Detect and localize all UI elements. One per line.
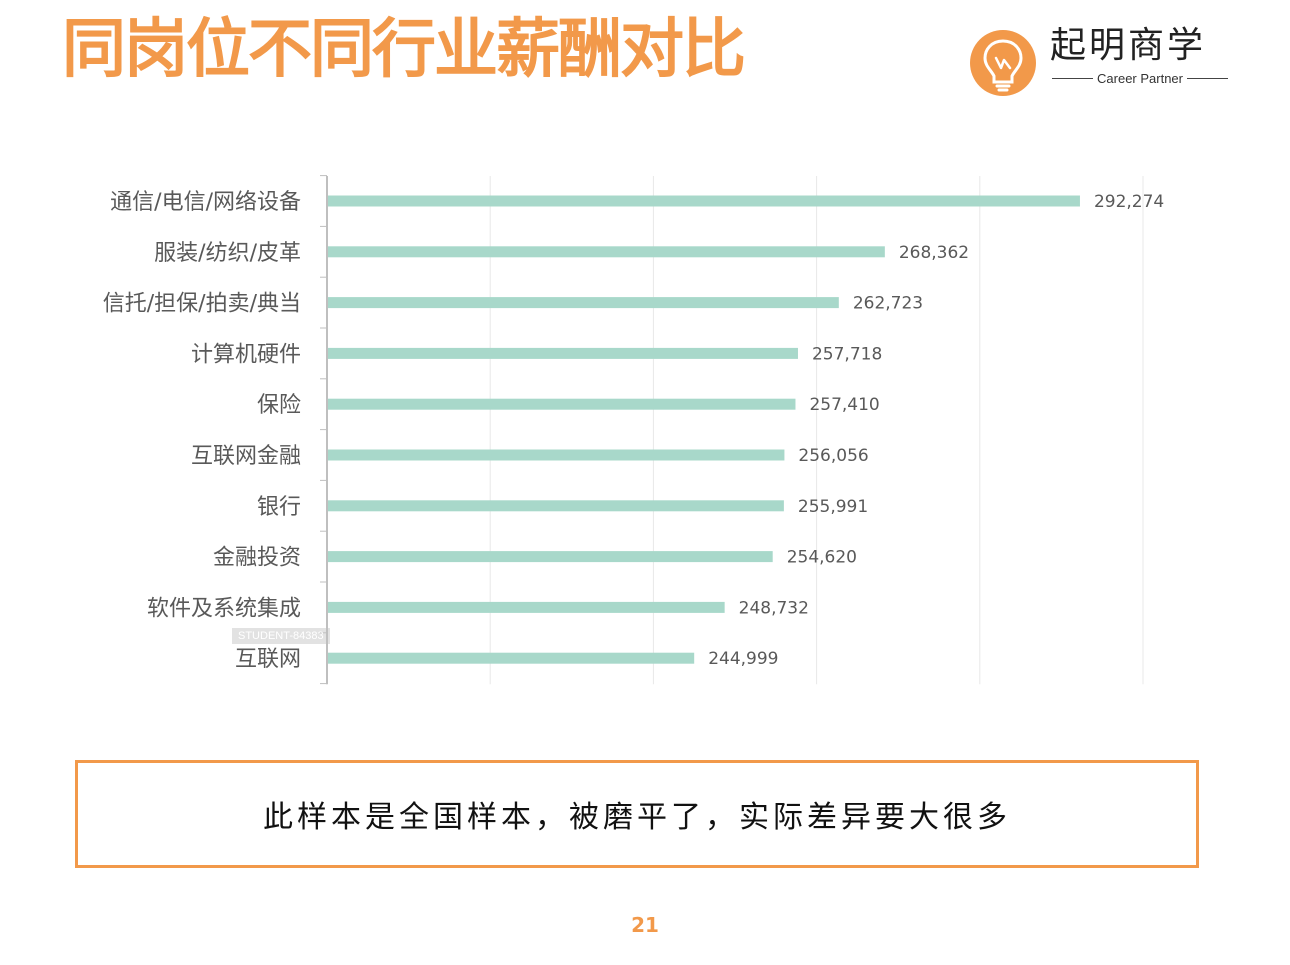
category-label: 信托/担保/拍卖/典当 bbox=[103, 292, 301, 317]
category-label: 金融投资 bbox=[213, 546, 301, 571]
value-label: 262,723 bbox=[853, 294, 923, 314]
value-label: 257,718 bbox=[812, 344, 882, 364]
bar bbox=[328, 195, 1080, 207]
bar bbox=[328, 398, 796, 410]
bar bbox=[328, 500, 784, 512]
lightbulb-logo-icon bbox=[970, 30, 1036, 96]
y-axis bbox=[320, 175, 328, 685]
category-label: 通信/电信/网络设备 bbox=[110, 190, 301, 215]
category-label: 软件及系统集成 bbox=[147, 596, 301, 621]
brand: 起明商学 Career Partner bbox=[968, 22, 1238, 98]
category-label: 计算机硬件 bbox=[191, 342, 301, 367]
brand-name: 起明商学 bbox=[1050, 25, 1207, 66]
brand-rule-right bbox=[1187, 77, 1229, 79]
value-labels: 292,274 268,362 262,723 257,718 257,410 256,0… bbox=[708, 192, 1164, 669]
bar bbox=[328, 246, 885, 258]
salary-bar-chart: 通信/电信/网络设备服装/纺织/皮革信托/担保/拍卖/典当计算机硬件保险互联网金… bbox=[103, 175, 1164, 685]
category-labels: 通信/电信/网络设备服装/纺织/皮革信托/担保/拍卖/典当计算机硬件保险互联网金… bbox=[103, 190, 301, 672]
category-label: 互联网 bbox=[235, 647, 301, 672]
category-label: 银行 bbox=[257, 495, 301, 520]
bar bbox=[328, 297, 839, 309]
value-label: 255,991 bbox=[798, 497, 868, 517]
slide-title: 同岗位不同行业薪酬对比 bbox=[62, 13, 746, 87]
grid-lines bbox=[489, 176, 1144, 685]
category-label: 服装/纺织/皮革 bbox=[154, 241, 301, 266]
value-label: 292,274 bbox=[1094, 192, 1164, 212]
value-label: 256,056 bbox=[798, 446, 868, 466]
page-number: 21 bbox=[631, 913, 659, 937]
bars bbox=[328, 195, 1080, 664]
value-label: 254,620 bbox=[787, 548, 857, 568]
watermark-badge: STUDENT-84383 bbox=[232, 628, 330, 644]
value-label: 268,362 bbox=[899, 243, 969, 263]
bar bbox=[328, 652, 695, 664]
brand-sub-text: Career Partner bbox=[1097, 70, 1183, 86]
bar bbox=[328, 601, 725, 613]
note-box: 此样本是全国样本，被磨平了，实际差异要大很多 bbox=[75, 760, 1199, 868]
category-label: 保险 bbox=[257, 393, 301, 418]
value-label: 244,999 bbox=[708, 649, 778, 669]
bar bbox=[328, 449, 785, 461]
value-label: 257,410 bbox=[809, 395, 879, 415]
bar bbox=[328, 347, 798, 359]
bar bbox=[328, 551, 773, 563]
note-text: 此样本是全国样本，被磨平了，实际差异要大很多 bbox=[263, 800, 1011, 835]
brand-rule-left bbox=[1052, 77, 1094, 79]
value-label: 248,732 bbox=[739, 598, 809, 618]
brand-subtitle: Career Partner bbox=[1052, 70, 1229, 86]
category-label: 互联网金融 bbox=[191, 444, 301, 469]
